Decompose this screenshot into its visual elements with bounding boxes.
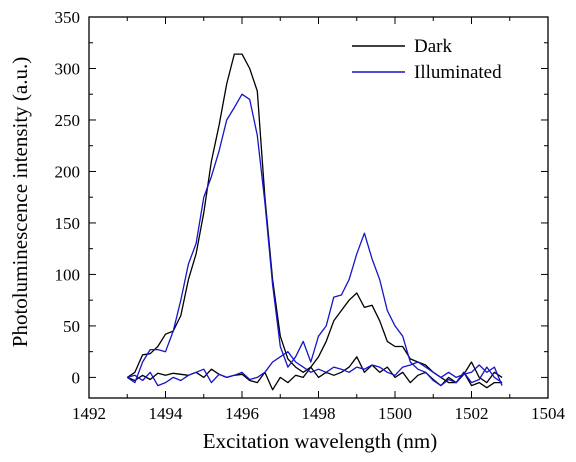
x-tick-label: 1504 [531, 404, 566, 423]
x-tick-label: 1498 [302, 404, 336, 423]
y-tick-label: 100 [55, 265, 81, 284]
legend: Dark Illuminated [352, 36, 502, 83]
x-tick-label: 1500 [378, 404, 412, 423]
legend-label-illuminated: Illuminated [414, 62, 502, 83]
x-tick-label: 1496 [225, 404, 259, 423]
x-tick-label: 1494 [149, 404, 184, 423]
plot-lines [126, 53, 503, 391]
series-line-dark-peak [126, 53, 503, 389]
y-tick-label: 250 [55, 111, 81, 130]
y-tick-label: 150 [55, 214, 81, 233]
legend-label-dark: Dark [414, 36, 452, 57]
y-tick-label: 50 [63, 317, 80, 336]
x-axis: 1492 1494 1496 1498 1500 1502 1504 [72, 17, 566, 423]
x-tick-label: 1502 [455, 404, 489, 423]
y-tick-label: 350 [55, 8, 81, 27]
y-tick-label: 200 [55, 162, 81, 181]
y-axis-title: Photoluminescence intensity (a.u.) [8, 57, 32, 347]
y-tick-label: 0 [72, 368, 81, 387]
y-tick-label: 300 [55, 59, 81, 78]
y-axis: 0 50 100 150 200 250 300 350 [55, 8, 548, 387]
series-line-illuminated-peak [126, 93, 503, 387]
x-tick-label: 1492 [72, 404, 106, 423]
x-axis-title: Excitation wavelength (nm) [203, 429, 437, 453]
series-line-illuminated-baseline [127, 351, 503, 387]
